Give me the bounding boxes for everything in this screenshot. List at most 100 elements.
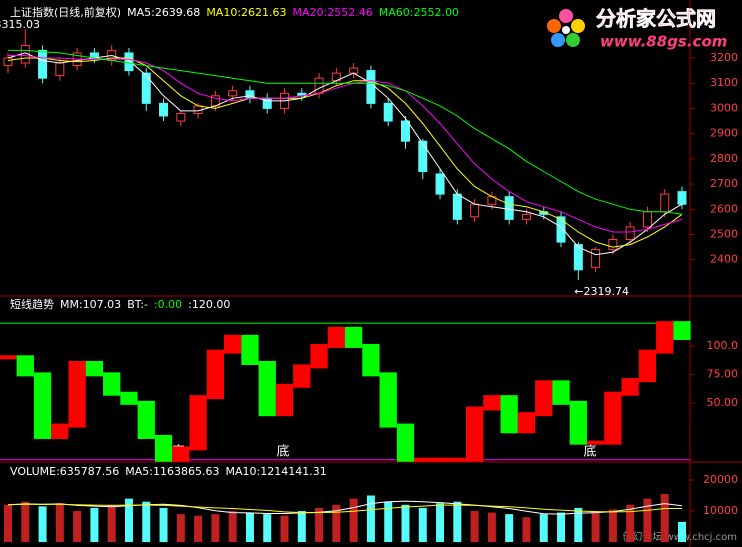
volume-bar [643,498,652,543]
volume-bar [401,504,410,543]
header-item: 短线趋势 [10,297,54,311]
candle-body [418,140,428,172]
trend-step [673,321,691,340]
y-tick-label: 3200 [710,51,738,64]
candle-body [556,216,566,243]
trend-step [362,343,380,377]
volume-bar [418,507,427,543]
volume-bar [4,504,12,543]
volume-bar [384,501,393,543]
trend-step [189,395,207,451]
trend-step [68,361,86,428]
bottom-label: 底 [276,444,289,460]
ma-line [7,500,683,515]
ma-line [7,503,682,514]
candle-body [521,213,531,220]
volume-bar [678,521,686,543]
volume-bar [280,515,289,543]
volume-bar [366,495,375,543]
candle-body [573,244,583,271]
candle-body [470,203,480,218]
header-item: VOLUME:635787.56 [10,465,119,478]
header-item: MA20:2552.46 [293,6,373,19]
candle-body [38,49,48,79]
volume-bar [38,506,47,543]
header-item: :120.00 [188,298,230,311]
trend-step [310,343,328,369]
candle-body [591,249,601,268]
trend-step [103,372,121,396]
trend-step [33,372,52,439]
candle-body [245,90,255,99]
panel-header: 上证指数(日线,前复权) MA5:2639.68 MA10:2621.63 MA20:… [10,5,459,19]
volume-bar [107,504,116,543]
volume-bar [245,512,254,543]
volume-bar [332,504,341,543]
y-tick-label: 3000 [710,101,738,114]
trend-step [172,446,190,462]
candle-body [228,90,238,97]
trend-step [51,423,69,439]
y-tick-label: 2600 [710,202,738,215]
header-item: 上证指数(日线,前复权) [10,5,121,19]
trend-step [120,391,138,405]
candle-body [625,226,635,241]
y-tick-label: 100.0 [707,339,739,352]
trend-step [483,395,501,411]
ma-line [8,55,683,233]
logo-name: 分析家公式网 [596,7,716,31]
trend-step [517,412,536,434]
trend-step [137,400,155,439]
trend-step [535,380,553,417]
logo: 分析家公式网 www.88gs.com [547,6,727,51]
panel-header: VOLUME:635787.56 MA5:1163865.63 MA10:12141… [10,465,327,478]
volume-bar [522,517,531,543]
bottom-label: 底 [583,444,596,460]
header-item: BT:- [127,298,148,311]
volume-bar [124,498,133,543]
header-item: MA5:1163865.63 [125,465,219,478]
y-tick-label: 20000 [703,473,738,486]
candle-body [314,77,324,94]
volume-bar [608,509,617,543]
trend-step [638,349,657,383]
trend-step [85,361,104,377]
volume-bar [557,512,566,543]
volume-bar [228,511,237,543]
trend-step [293,364,311,388]
low-annotation: ←2319.74 [574,285,629,298]
y-tick-label: 10000 [703,504,738,517]
trend-step [552,380,570,405]
volume-bar [90,507,99,543]
candle-body [677,191,687,205]
header-item: MA5:2639.68 [127,6,200,19]
trend-step [586,440,605,445]
trend-step [396,423,415,462]
volume-bar [660,493,669,543]
volume-bar [453,501,462,543]
volume-bar [539,514,548,543]
volume-bar [436,503,445,543]
candle-body [383,102,393,122]
trend-step [154,434,173,462]
candle-body [504,196,514,220]
logo-petal [566,33,580,47]
ma-line [8,49,683,215]
y-tick-label: 2400 [710,253,738,266]
candle-body [349,67,359,74]
trend-step [569,400,587,445]
volume-bar [591,511,600,543]
volume-bar [263,514,272,543]
trend-step [604,391,622,445]
logo-petal [551,33,565,47]
logo-petal [571,19,585,33]
trend-step [206,349,225,400]
trend-step [16,355,34,377]
volume-bar [211,514,220,543]
candle-body [400,120,410,142]
trend-step [241,334,259,365]
trend-step [656,321,674,354]
candle-body [366,70,376,104]
